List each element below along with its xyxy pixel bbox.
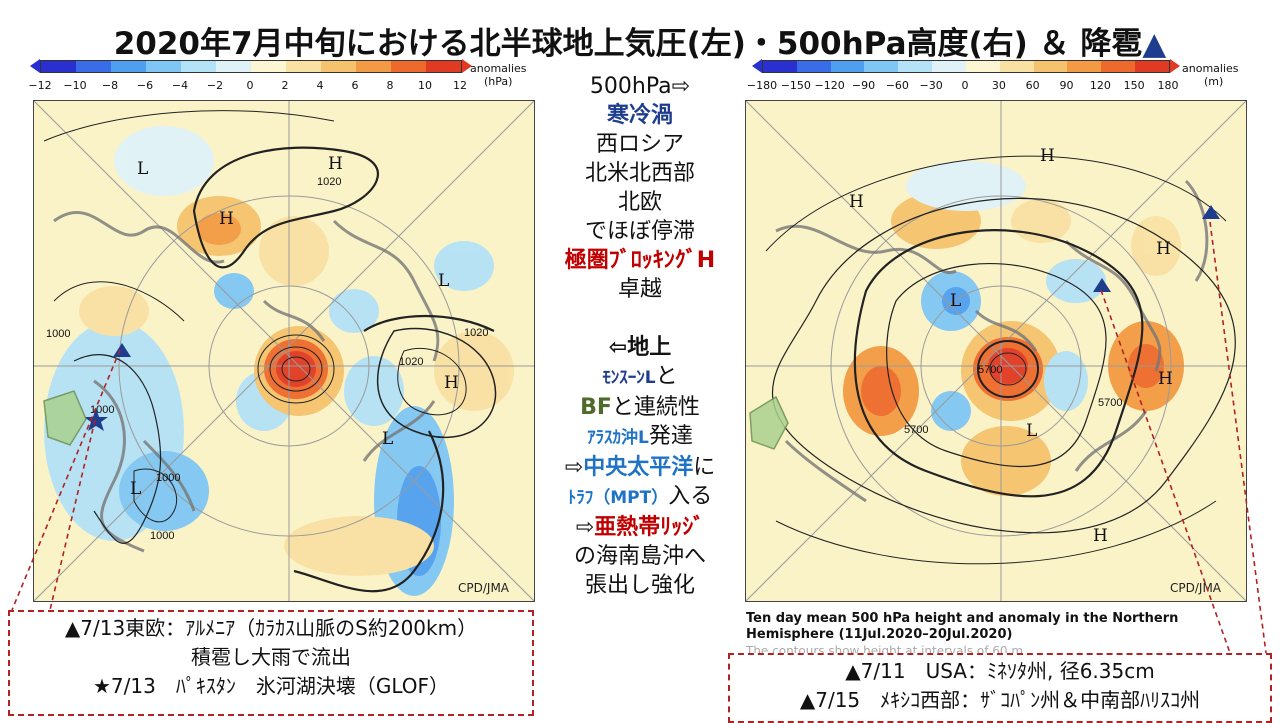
isobar-label: 1000 (46, 328, 70, 340)
colorbar-tick-label: −2 (206, 79, 224, 92)
hail-triangle-icon (1093, 278, 1111, 292)
colorbar-tick-label: −12 (28, 79, 52, 92)
colorbar-tick-label: −10 (63, 79, 87, 92)
page-title: 2020年7月中旬における北半球地上気圧(左)・500hPa高度(右) ＆ 降雹… (113, 26, 1167, 62)
colorbar-swatch (216, 61, 251, 72)
colorbar-swatch (41, 61, 76, 72)
center-explanation: 500hPa⇨ 寒冷渦 西ロシア 北米北西部 北欧 でほぼ停滞 極圏ﾌﾞﾛｯｷﾝ… (540, 72, 740, 600)
colorbar-tick-label: −150 (780, 79, 811, 92)
high-label: H (219, 209, 234, 229)
contour-label: 5700 (978, 364, 1002, 376)
isobar-label: 1020 (317, 176, 341, 188)
high-label: H (1093, 526, 1108, 546)
left-map-surface-pressure: L H H L H L L 1020 1020 1020 1000 1000 1… (33, 100, 535, 602)
isobar-label: 1000 (156, 472, 180, 484)
low-label: L (1026, 421, 1037, 441)
low-label: L (438, 271, 449, 291)
colorbar-swatch (391, 61, 426, 72)
colorbar-right-arrow-icon (1170, 59, 1180, 73)
colorbar-swatch (111, 61, 146, 72)
colorbar-tick-label: 30 (991, 79, 1006, 92)
colorbar-tick-label: −120 (814, 79, 845, 92)
colorbar-tick-label: −90 (851, 79, 876, 92)
high-label: H (328, 154, 343, 174)
colorbar-tick-label: 120 (1089, 79, 1111, 92)
isobar-label: 1000 (90, 404, 114, 416)
colorbar-swatch (321, 61, 356, 72)
colorbar-swatch (932, 61, 966, 72)
colorbar-swatch (1033, 61, 1068, 72)
right-map-500hpa-height: H H H H H L L 5700 5700 5700 CPD/JMA (745, 100, 1247, 602)
colorbar-tick-label: 180 (1157, 79, 1179, 92)
colorbar-swatch (251, 61, 286, 72)
left-map-graphic: L H H L H L L 1020 1020 1020 1000 1000 1… (34, 101, 534, 601)
isobar-label: 1000 (150, 530, 174, 542)
colorbar-swatch (999, 61, 1034, 72)
colorbar-swatch (286, 61, 321, 72)
colorbar-tick-label: 4 (316, 79, 324, 92)
left-colorbar-swatches (40, 60, 462, 73)
colorbar-tick-label: 150 (1123, 79, 1145, 92)
colorbar-swatch (181, 61, 216, 72)
colorbar-left-arrow-icon (752, 59, 762, 73)
colorbar-swatch (763, 61, 797, 72)
colorbar-tick-label: 10 (418, 79, 432, 92)
colorbar-swatch (356, 61, 391, 72)
colorbar-swatch (1067, 61, 1102, 72)
arrow-icon (749, 395, 789, 450)
colorbar-tick-label: 6 (351, 79, 359, 92)
left-colorbar-label: anomalies (hPa) (470, 62, 527, 88)
low-label: L (130, 479, 141, 499)
right-map-graphic: H H H H H L L 5700 5700 5700 (746, 101, 1246, 601)
colorbar-left-arrow-icon (30, 59, 40, 73)
left-event-box: ▲7/13東欧：ｱﾙﾒﾆｱ（ｶﾗｶｽ山脈のS約200km） 積雹し大雨で流出 ★… (8, 610, 534, 716)
right-event-box: ▲7/11 USA：ﾐﾈｿﾀ州, 径6.35cm ▲7/15 ﾒｷｼｺ西部：ｻﾞ… (728, 653, 1272, 723)
hail-triangle-icon: ▲ (1142, 26, 1167, 62)
high-label: H (1158, 369, 1173, 389)
colorbar-swatch (1101, 61, 1136, 72)
map-credit: CPD/JMA (1170, 581, 1221, 595)
high-label: H (1156, 239, 1171, 259)
colorbar-swatch (796, 61, 831, 72)
spacer (540, 304, 740, 333)
colorbar-tick-label: −8 (101, 79, 119, 92)
right-map-caption: Ten day mean 500 hPa height and anomaly … (746, 611, 1179, 658)
contour-label: 5700 (904, 424, 928, 436)
hail-triangle-icon (1202, 205, 1220, 219)
isobar-label: 1020 (464, 327, 488, 339)
right-colorbar-swatches (762, 60, 1170, 73)
low-label: L (137, 159, 148, 179)
colorbar-tick-label: 2 (281, 79, 289, 92)
colorbar-swatch (965, 61, 1000, 72)
colorbar-swatch (898, 61, 933, 72)
colorbar-tick-label: −6 (136, 79, 154, 92)
colorbar-tick-label: −180 (746, 79, 778, 92)
colorbar-tick-label: 90 (1059, 79, 1074, 92)
colorbar-swatch (426, 61, 461, 72)
colorbar-swatch (76, 61, 111, 72)
right-colorbar-label: anomalies (m) (1182, 62, 1239, 88)
colorbar-tick-label: 60 (1025, 79, 1040, 92)
colorbar-swatch (1135, 61, 1169, 72)
high-label: H (444, 373, 459, 393)
colorbar-tick-label: −4 (171, 79, 189, 92)
high-label: H (1040, 146, 1055, 166)
low-label: L (382, 429, 393, 449)
colorbar-swatch (146, 61, 181, 72)
colorbar-tick-label: 0 (246, 79, 254, 92)
isobar-label: 1020 (399, 356, 423, 368)
colorbar-tick-label: 12 (453, 79, 467, 92)
map-credit: CPD/JMA (458, 581, 509, 595)
contour-label: 5700 (1098, 397, 1122, 409)
colorbar-tick-label: −30 (919, 79, 943, 92)
colorbar-right-arrow-icon (462, 59, 472, 73)
colorbar-swatch (864, 61, 899, 72)
colorbar-swatch (830, 61, 865, 72)
colorbar-tick-label: −60 (885, 79, 909, 92)
high-label: H (849, 192, 864, 212)
low-label: L (950, 291, 961, 311)
colorbar-tick-label: 8 (386, 79, 394, 92)
colorbar-tick-label: 0 (961, 79, 969, 92)
